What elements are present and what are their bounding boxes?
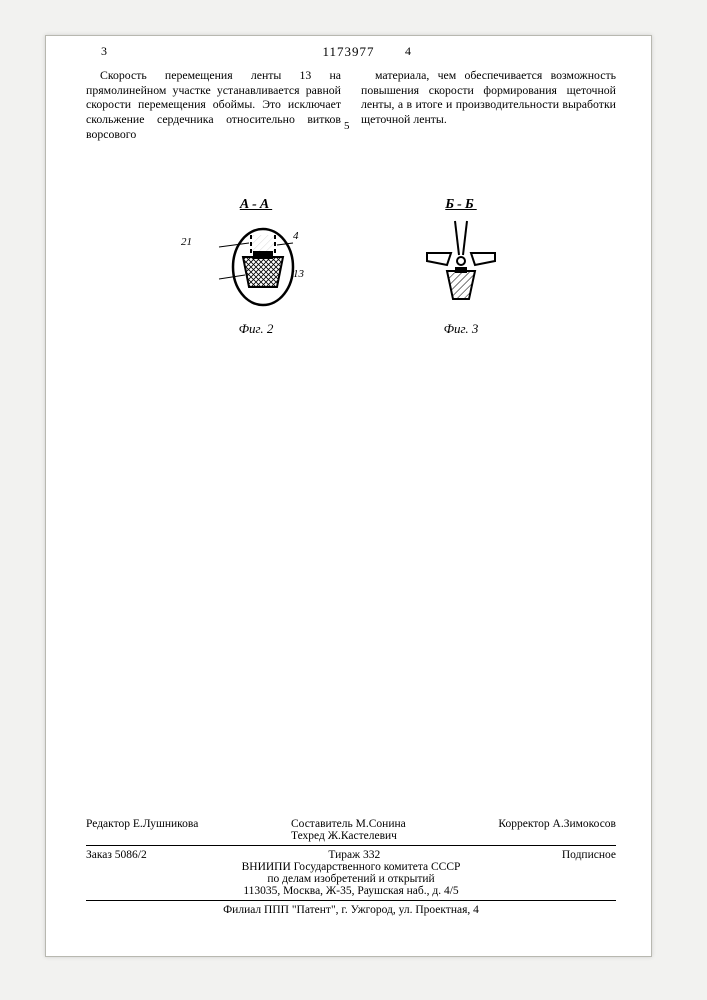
body-columns: Скорость перемещения ленты 13 на прямоли… — [86, 68, 616, 142]
ref-4: 4 — [293, 230, 299, 242]
section-label-bb: Б-Б — [445, 197, 476, 212]
ref-13: 13 — [293, 268, 304, 280]
figure-2-caption: Фиг. 2 — [181, 321, 331, 337]
editor-credit: Редактор Е.Лушникова — [86, 818, 198, 842]
ref-21: 21 — [181, 236, 192, 248]
print-run: Тираж 332 — [328, 849, 380, 861]
column-right: материала, чем обеспечивается возможност… — [361, 68, 616, 142]
order-number: Заказ 5086/2 — [86, 849, 147, 861]
publisher-line-1: ВНИИПИ Государственного комитета СССР — [86, 861, 616, 873]
page-container: 3 1173977 4 Скорость перемещения ленты 1… — [45, 35, 652, 957]
figure-3-caption: Фиг. 3 — [386, 321, 536, 337]
branch-line: Филиал ППП "Патент", г. Ужгород, ул. Про… — [86, 904, 616, 916]
subscription-mark: Подписное — [562, 849, 616, 861]
page-number-right: 4 — [405, 44, 411, 59]
section-label-aa: А-А — [240, 197, 272, 212]
page-number-left: 3 — [101, 44, 107, 59]
divider-1 — [86, 845, 616, 846]
figure-3: Б-Б Фиг. 3 — [386, 196, 536, 337]
publisher-address: 113035, Москва, Ж-35, Раушская наб., д. … — [86, 885, 616, 897]
corrector-credit: Корректор А.Зимокосов — [498, 818, 616, 842]
divider-2 — [86, 900, 616, 901]
publisher-line-2: по делам изобретений и открытий — [86, 873, 616, 885]
figure-3-svg — [411, 217, 511, 317]
order-row: Заказ 5086/2 Тираж 332 Подписное — [86, 849, 616, 861]
column-left: Скорость перемещения ленты 13 на прямоли… — [86, 68, 341, 142]
imprint-footer: Редактор Е.Лушникова Составитель М.Сонин… — [86, 818, 616, 916]
credits-row: Редактор Е.Лушникова Составитель М.Сонин… — [86, 818, 616, 842]
figure-2: А-А 21 4 — [181, 196, 331, 337]
techred-credit: Техред Ж.Кастелевич — [291, 830, 397, 842]
document-number: 1173977 — [322, 44, 374, 60]
line-marker-5: 5 — [344, 120, 350, 132]
compiler-credit: Составитель М.Сонина — [291, 818, 406, 830]
